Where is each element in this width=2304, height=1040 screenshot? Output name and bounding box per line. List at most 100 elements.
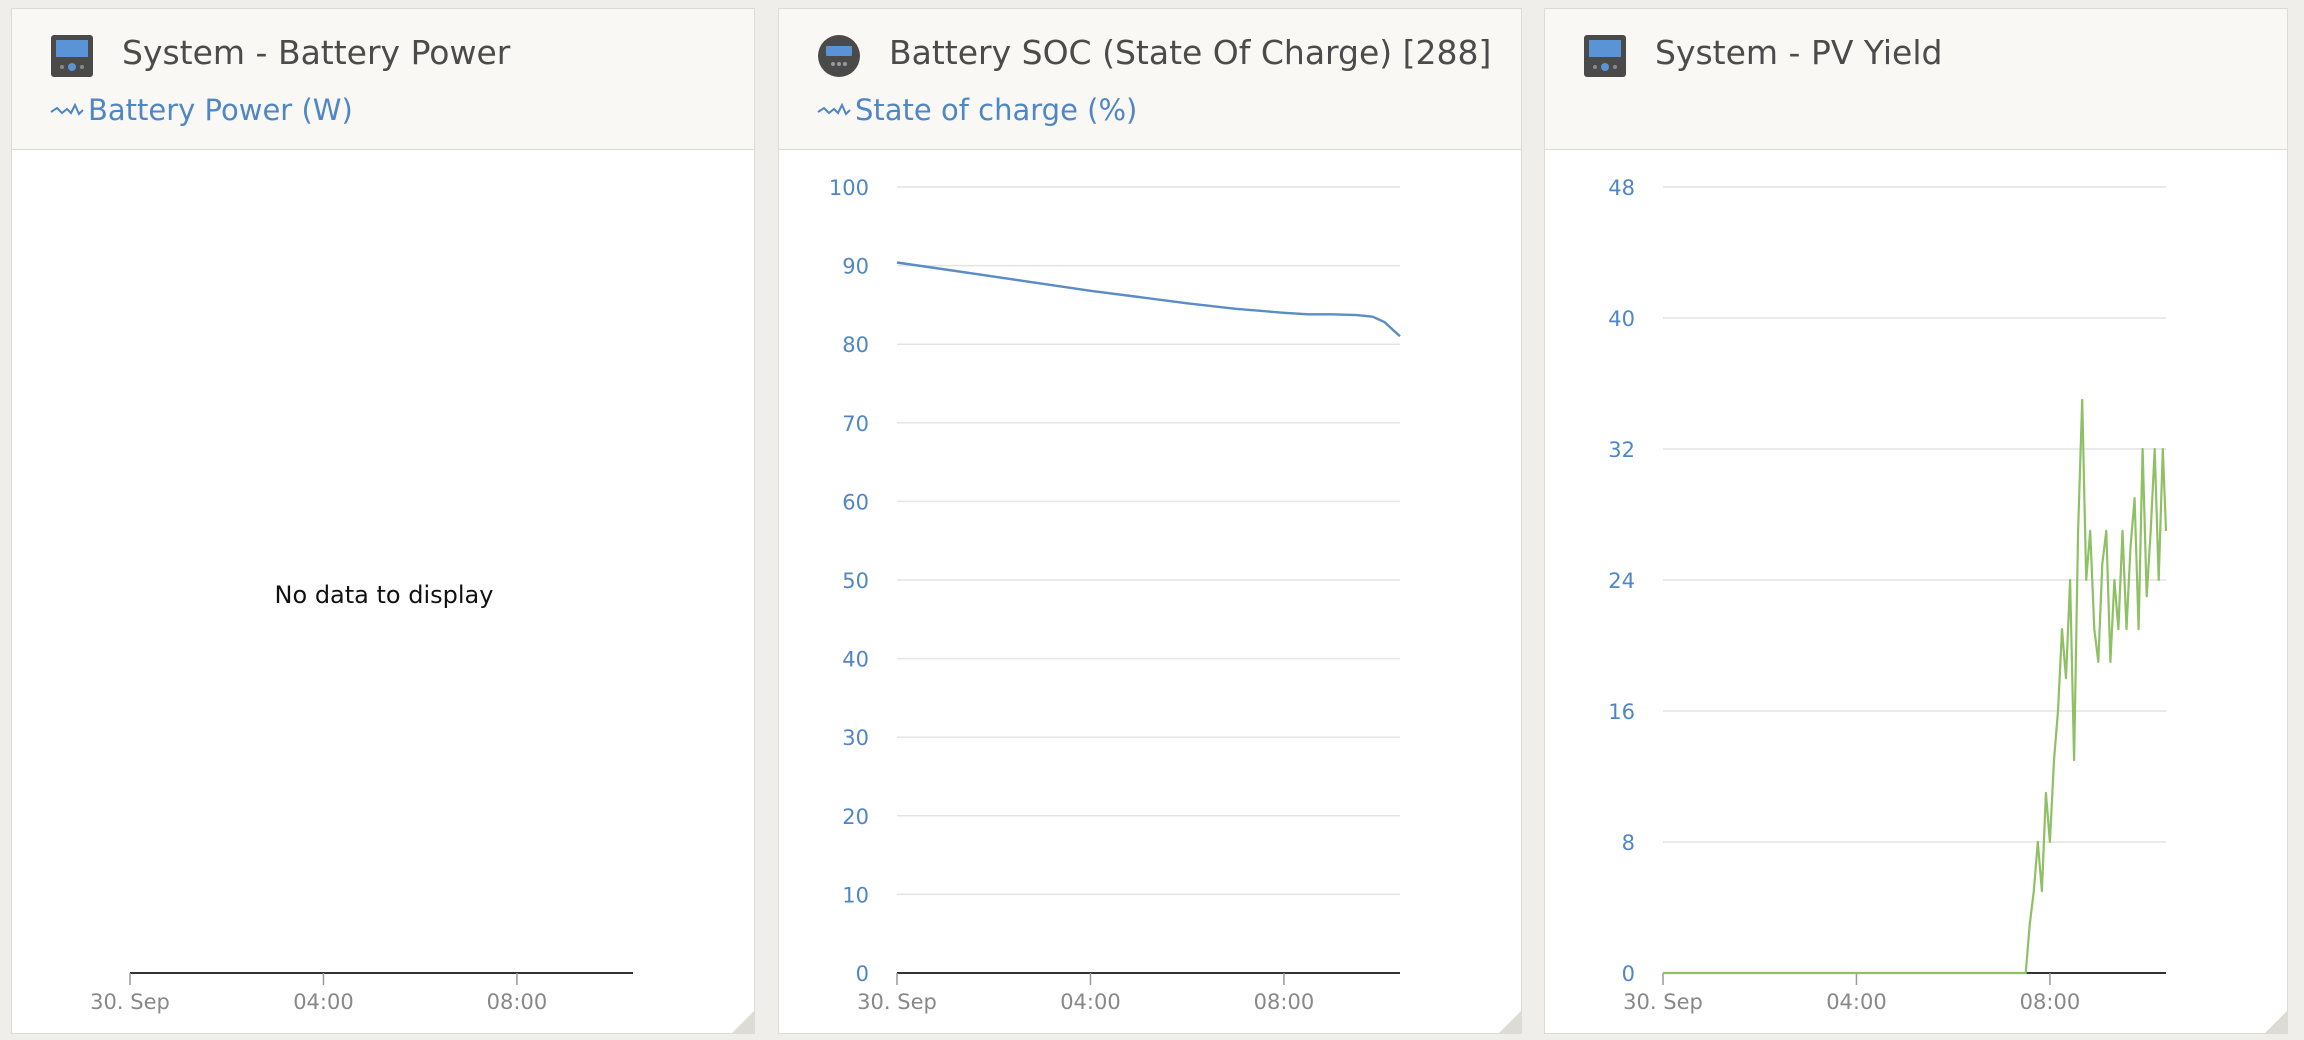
widget-battery-power: System - Battery Power Battery Power (W)… <box>11 8 755 1034</box>
y-tick-label: 40 <box>1608 307 1635 331</box>
data-point <box>2138 628 2140 630</box>
series-label: State of charge (%) <box>855 93 1138 127</box>
data-point <box>2165 530 2167 532</box>
data-point <box>2025 972 2027 974</box>
resize-handle-icon[interactable] <box>1499 1011 1521 1033</box>
x-tick-label: 30. Sep <box>1623 990 1703 1014</box>
data-point <box>2061 628 2063 630</box>
x-tick-label: 04:00 <box>1826 990 1887 1014</box>
data-point <box>1356 314 1358 316</box>
data-point <box>2037 841 2039 843</box>
widget-header: System - PV Yield <box>1545 9 2287 150</box>
data-point <box>2126 628 2128 630</box>
x-tick-label: 08:00 <box>2020 990 2081 1014</box>
x-tick-label: 04:00 <box>293 990 354 1014</box>
data-point <box>2097 661 2099 663</box>
data-point <box>1283 312 1285 314</box>
data-point <box>2142 448 2144 450</box>
battery-monitor-icon <box>818 35 860 77</box>
series-label: Battery Power (W) <box>88 93 353 127</box>
data-point <box>1041 283 1043 285</box>
data-point <box>2106 530 2108 532</box>
data-point <box>2110 661 2112 663</box>
data-point <box>1090 290 1092 292</box>
data-point <box>896 262 898 264</box>
y-tick-label: 8 <box>1622 831 1635 855</box>
data-point <box>2150 530 2152 532</box>
data-point <box>2158 579 2160 581</box>
y-tick-label: 50 <box>842 569 869 593</box>
x-tick-label: 30. Sep <box>857 990 937 1014</box>
data-point <box>2069 579 2071 581</box>
resize-handle-icon[interactable] <box>2265 1011 2287 1033</box>
data-point <box>2073 759 2075 761</box>
widget-pv-yield: System - PV Yield 0 8 16 24 32 40 48 30. Sep 04:… <box>1544 8 2288 1034</box>
chart-plot-area: 0 10 20 30 40 50 60 70 80 90 100 30. Sep 04:00 08:00 <box>779 149 1521 1033</box>
chart-plot-area: 30. Sep 04:00 08:00 No data to display <box>12 149 754 1033</box>
y-tick-label: 90 <box>842 255 869 279</box>
series-line <box>1663 398 2168 975</box>
line-series-icon <box>50 102 84 116</box>
data-point <box>1399 336 1401 338</box>
resize-handle-icon[interactable] <box>732 1011 754 1033</box>
widget-battery-soc: Battery SOC (State Of Charge) [288] Stat… <box>778 8 1522 1034</box>
data-point <box>2041 890 2043 892</box>
data-point <box>2049 841 2051 843</box>
data-point <box>2045 792 2047 794</box>
data-point <box>1138 296 1140 298</box>
y-tick-label: 24 <box>1608 569 1635 593</box>
no-data-message: No data to display <box>274 581 494 609</box>
data-point <box>2085 579 2087 581</box>
y-tick-label: 0 <box>1622 962 1635 986</box>
y-tick-label: 48 <box>1608 176 1635 200</box>
widget-header: Battery SOC (State Of Charge) [288] Stat… <box>779 9 1521 150</box>
data-point <box>2118 628 2120 630</box>
y-tick-label: 10 <box>842 883 869 907</box>
y-tick-label: 0 <box>856 962 869 986</box>
data-point <box>2089 530 2091 532</box>
data-point <box>2065 677 2067 679</box>
chart-plot-area: 0 8 16 24 32 40 48 30. Sep 04:00 08:00 <box>1545 149 2287 1033</box>
battery-power-chart: 30. Sep 04:00 08:00 <box>90 972 633 1014</box>
y-tick-label: 32 <box>1608 438 1635 462</box>
x-tick-label: 08:00 <box>1254 990 1315 1014</box>
x-tick-label: 04:00 <box>1060 990 1121 1014</box>
y-tick-label: 60 <box>842 490 869 514</box>
series-toggle[interactable]: Battery Power (W) <box>50 93 353 127</box>
data-point <box>2114 579 2116 581</box>
widget-header: System - Battery Power Battery Power (W) <box>12 9 754 150</box>
monitor-icon <box>51 35 93 77</box>
series-line <box>896 261 1401 338</box>
data-point <box>2077 530 2079 532</box>
line-series-icon <box>817 102 851 116</box>
data-point <box>2162 448 2164 450</box>
data-point <box>2122 530 2124 532</box>
data-point <box>1662 972 1664 974</box>
data-point <box>1384 321 1386 323</box>
widget-title: System - PV Yield <box>1655 33 1943 72</box>
data-point <box>2146 596 2148 598</box>
y-tick-label: 100 <box>829 176 869 200</box>
data-point <box>1307 314 1309 316</box>
x-tick-label: 08:00 <box>487 990 548 1014</box>
y-tick-label: 30 <box>842 726 869 750</box>
battery-soc-chart: 0 10 20 30 40 50 60 70 80 90 100 30. Sep 04:00 08:00 <box>829 176 1401 1014</box>
data-point <box>2081 399 2083 401</box>
monitor-icon <box>1584 35 1626 77</box>
data-point <box>2154 448 2156 450</box>
series-toggle[interactable]: State of charge (%) <box>817 93 1137 127</box>
data-point <box>2053 759 2055 761</box>
widget-title: System - Battery Power <box>122 33 511 72</box>
data-point <box>2134 497 2136 499</box>
data-point <box>1331 314 1333 316</box>
data-point <box>2102 563 2104 565</box>
pv-yield-chart: 0 8 16 24 32 40 48 30. Sep 04:00 08:00 <box>1608 176 2168 1014</box>
data-point <box>2033 890 2035 892</box>
y-tick-label: 16 <box>1608 700 1635 724</box>
data-point <box>2130 546 2132 548</box>
data-point <box>2093 628 2095 630</box>
widget-title: Battery SOC (State Of Charge) [288] <box>889 33 1492 72</box>
x-tick-label: 30. Sep <box>90 990 170 1014</box>
y-tick-label: 20 <box>842 805 869 829</box>
y-tick-label: 80 <box>842 333 869 357</box>
